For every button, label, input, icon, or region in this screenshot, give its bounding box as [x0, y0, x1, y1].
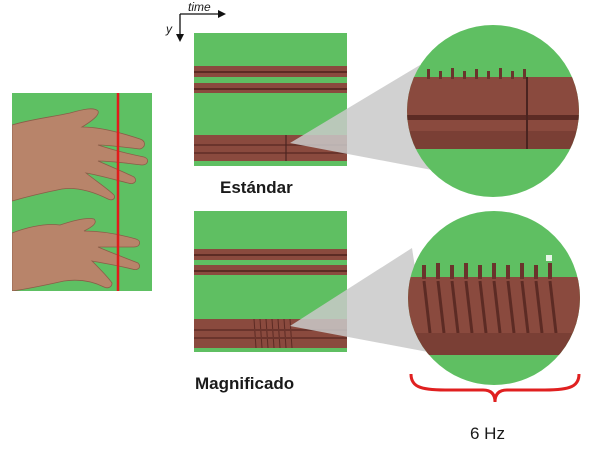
hands-photo [12, 93, 152, 291]
magnified-label: Magnificado [195, 374, 295, 393]
upper-hand [12, 108, 148, 202]
frequency-brace [409, 373, 581, 403]
axis-y-label: y [166, 22, 172, 36]
lower-hand [12, 218, 140, 291]
hands-illustration [12, 93, 152, 291]
axis-indicator [176, 10, 226, 42]
standard-zoom-circle [407, 25, 579, 197]
standard-label: Estándar [220, 178, 293, 197]
axis-time-label: time [188, 0, 211, 14]
magnified-zoom-circle [408, 211, 580, 385]
frequency-label: 6 Hz [470, 424, 505, 443]
